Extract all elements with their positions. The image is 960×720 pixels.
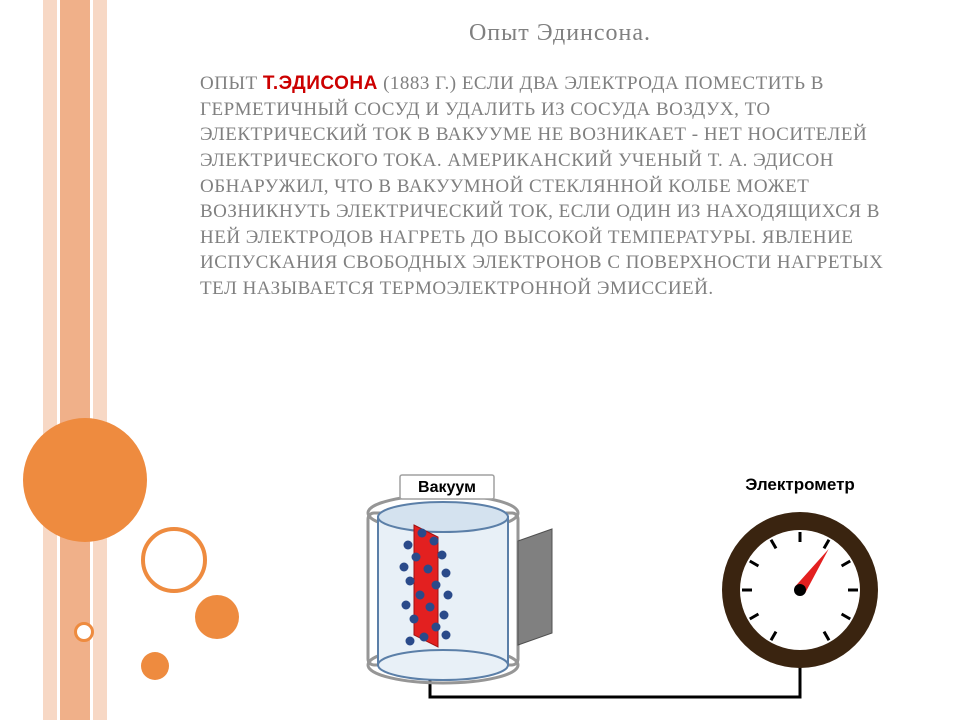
para-prefix: ОПЫТ	[200, 73, 263, 94]
page-title: Опыт Эдинсона.	[200, 20, 920, 47]
electron	[424, 565, 433, 574]
vacuum-cylinder	[368, 495, 518, 683]
electron	[416, 591, 425, 600]
para-highlight: Т.ЭДИСОНА	[263, 73, 378, 94]
electron	[442, 569, 451, 578]
electron	[432, 581, 441, 590]
decorative-stripe	[60, 0, 90, 720]
electron	[406, 577, 415, 586]
body-paragraph: ОПЫТ Т.ЭДИСОНА (1883 Г.) ЕСЛИ ДВА ЭЛЕКТР…	[200, 71, 920, 302]
electron	[410, 615, 419, 624]
decorative-stripe	[43, 0, 57, 720]
electron	[402, 601, 411, 610]
decorative-circle	[141, 527, 207, 593]
electron	[406, 637, 415, 646]
decorative-circle	[141, 652, 169, 680]
electrometer-label: Электрометр	[745, 475, 855, 494]
electron	[432, 623, 441, 632]
decorative-circle	[195, 595, 239, 639]
para-rest: (1883 Г.) ЕСЛИ ДВА ЭЛЕКТРОДА ПОМЕСТИТЬ В…	[200, 73, 883, 299]
decorative-stripe	[93, 0, 107, 720]
electron	[400, 563, 409, 572]
electron	[430, 537, 439, 546]
electron	[438, 551, 447, 560]
electron	[442, 631, 451, 640]
electron	[440, 611, 449, 620]
electron	[404, 541, 413, 550]
electron	[412, 553, 421, 562]
electron	[444, 591, 453, 600]
vacuum-label: Вакуум	[418, 479, 476, 496]
electrometer	[722, 512, 878, 685]
electron	[420, 633, 429, 642]
electron	[418, 529, 427, 538]
decorative-circle	[74, 622, 94, 642]
cold-electrode	[518, 529, 552, 645]
electron	[426, 603, 435, 612]
edison-diagram: Вакуум Электрометр	[330, 445, 930, 705]
decorative-circle	[23, 418, 147, 542]
